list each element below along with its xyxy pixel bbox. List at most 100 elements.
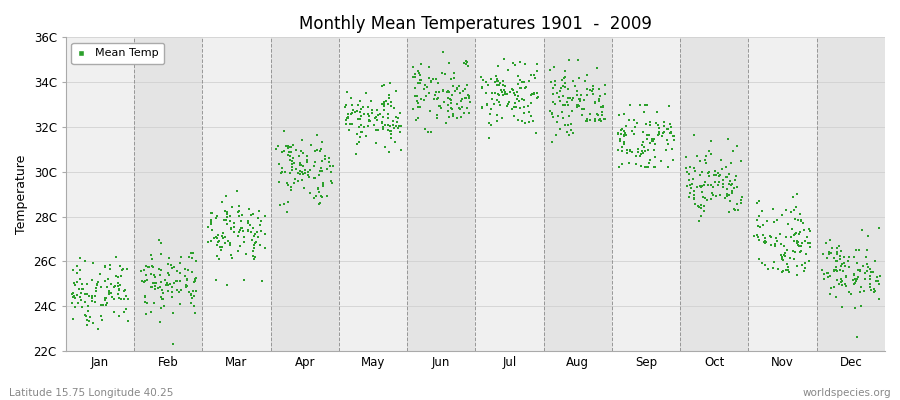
Point — [214, 247, 229, 253]
Point — [313, 193, 328, 199]
Point — [320, 166, 335, 172]
Point — [81, 308, 95, 314]
Point — [418, 81, 432, 88]
Point — [106, 284, 121, 290]
Point — [511, 98, 526, 104]
Point — [488, 90, 502, 96]
Point — [313, 147, 328, 154]
Point — [315, 139, 329, 146]
Point — [526, 90, 541, 96]
Point — [165, 293, 179, 300]
Point — [447, 70, 462, 77]
Point — [770, 217, 784, 224]
Point — [596, 102, 610, 109]
Point — [794, 242, 808, 249]
Point — [88, 292, 103, 299]
Point — [679, 154, 693, 160]
Point — [145, 256, 159, 262]
Point — [431, 79, 446, 86]
Point — [286, 142, 301, 148]
Point — [627, 117, 642, 124]
Point — [418, 93, 433, 100]
Point — [456, 110, 471, 116]
Point — [66, 267, 80, 273]
Point — [723, 198, 737, 204]
Point — [554, 108, 569, 115]
Point — [774, 268, 788, 275]
Point — [839, 273, 853, 279]
Point — [113, 296, 128, 302]
Point — [413, 96, 428, 102]
Title: Monthly Mean Temperatures 1901  -  2009: Monthly Mean Temperatures 1901 - 2009 — [299, 15, 652, 33]
Point — [112, 287, 126, 294]
Point — [315, 158, 329, 164]
Point — [586, 86, 600, 92]
Point — [152, 284, 166, 291]
Point — [457, 95, 472, 101]
Point — [509, 96, 524, 102]
Point — [663, 120, 678, 127]
Point — [168, 278, 183, 284]
Point — [223, 252, 238, 258]
Point — [162, 255, 176, 261]
Point — [500, 90, 514, 97]
Point — [508, 103, 523, 110]
Point — [775, 254, 789, 260]
Point — [725, 181, 740, 188]
Point — [829, 258, 843, 264]
Point — [824, 272, 838, 279]
Point — [719, 174, 733, 180]
Point — [68, 282, 82, 288]
Point — [361, 111, 375, 117]
Point — [868, 278, 883, 285]
Point — [307, 195, 321, 201]
Point — [248, 240, 262, 246]
Point — [384, 128, 399, 134]
Point — [777, 268, 791, 274]
Point — [625, 128, 639, 134]
Point — [663, 129, 678, 136]
Point — [294, 137, 309, 143]
Point — [730, 200, 744, 207]
Point — [755, 222, 770, 228]
Point — [681, 177, 696, 183]
Point — [308, 159, 322, 165]
Point — [242, 206, 256, 212]
Point — [303, 190, 318, 196]
Point — [706, 184, 720, 190]
Point — [522, 78, 536, 84]
Point — [324, 168, 338, 175]
Point — [616, 133, 631, 139]
Point — [389, 114, 403, 120]
Point — [835, 278, 850, 284]
Point — [842, 264, 856, 270]
Point — [222, 242, 237, 248]
Point — [634, 148, 649, 154]
Point — [391, 125, 405, 131]
Point — [758, 262, 772, 269]
Point — [223, 240, 238, 246]
Bar — [339, 37, 407, 351]
Point — [459, 95, 473, 101]
Point — [187, 310, 202, 316]
Point — [868, 258, 882, 264]
Point — [615, 144, 629, 150]
Point — [369, 140, 383, 147]
Point — [655, 133, 670, 140]
Point — [722, 170, 736, 177]
Point — [253, 241, 267, 248]
Point — [708, 172, 723, 178]
Point — [394, 147, 409, 154]
Point — [408, 74, 422, 80]
Point — [215, 199, 230, 206]
Point — [408, 71, 422, 77]
Point — [301, 157, 315, 163]
Point — [377, 103, 392, 110]
Point — [100, 300, 114, 307]
Point — [371, 112, 385, 118]
Point — [643, 140, 657, 146]
Point — [115, 267, 130, 274]
Point — [160, 282, 175, 288]
Point — [345, 102, 359, 108]
Point — [409, 117, 423, 124]
